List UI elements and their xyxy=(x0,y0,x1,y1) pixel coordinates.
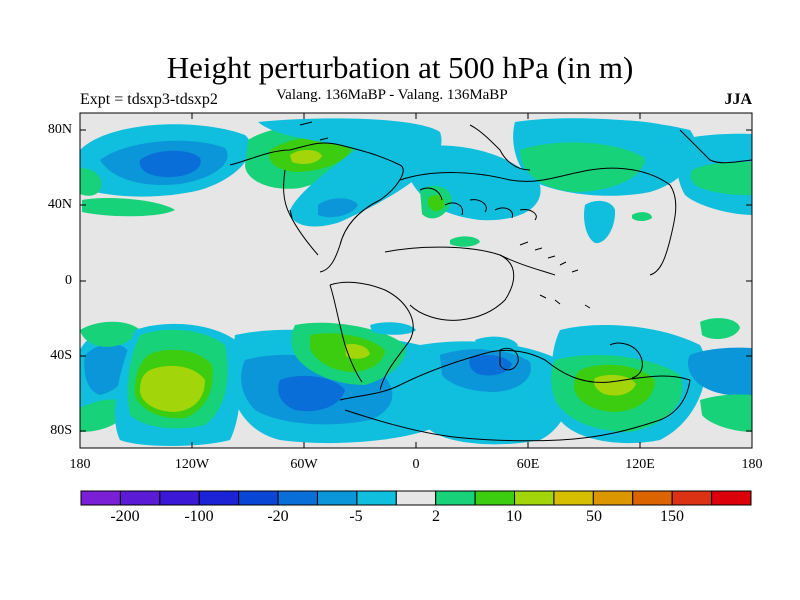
eurasia-outline xyxy=(399,167,677,276)
coastlines xyxy=(229,121,752,442)
arctic-outline xyxy=(469,124,752,171)
legend-color-box xyxy=(356,490,397,506)
australia-east xyxy=(609,342,643,379)
contour-green xyxy=(450,236,480,247)
contour-yellow-green xyxy=(345,344,370,359)
tethys-islands xyxy=(519,241,579,273)
legend-color-box xyxy=(119,490,161,506)
legend-color-box xyxy=(711,490,752,506)
legend-label: -100 xyxy=(184,508,214,525)
contour-green xyxy=(82,198,175,217)
contour-green xyxy=(690,161,752,196)
legend-label: -20 xyxy=(267,508,289,525)
lon-label-180e: 180 xyxy=(741,457,763,472)
lat-label-80s: 80S xyxy=(50,423,72,438)
contour-light-blue xyxy=(584,200,616,244)
north-america-outline xyxy=(229,142,404,273)
lon-label-60e: 60E xyxy=(516,457,540,472)
legend-label: 50 xyxy=(586,508,602,525)
lon-label-120e: 120E xyxy=(625,457,655,472)
lon-label-120w: 120W xyxy=(174,457,210,472)
africa-outline xyxy=(384,246,515,321)
legend-color-box xyxy=(632,490,673,506)
contour-mid-blue xyxy=(84,343,130,395)
legend-label: 150 xyxy=(660,508,684,525)
antarctica-lower-outline xyxy=(344,379,691,442)
contour-fields xyxy=(80,113,752,448)
contour-light-blue xyxy=(475,336,518,351)
legend-color-box xyxy=(592,490,634,506)
contour-bright-green xyxy=(428,195,445,212)
lat-label-40s: 40S xyxy=(50,348,72,363)
legend-color-box xyxy=(474,490,516,506)
legend-color-box xyxy=(80,490,121,506)
contour-deep-blue xyxy=(469,354,512,376)
lat-label-80n: 80N xyxy=(47,122,72,137)
contour-deep-blue xyxy=(278,375,345,412)
contour-green xyxy=(632,212,652,221)
antarctica-australia-outline xyxy=(339,349,691,401)
minor-islands xyxy=(289,121,591,309)
legend-color-box xyxy=(198,490,240,506)
contour-green xyxy=(700,318,740,340)
plot-title: Height perturbation at 500 hPa (in m) xyxy=(166,50,634,85)
contour-green xyxy=(520,142,645,192)
europe-islands xyxy=(419,187,537,221)
legend-label: -5 xyxy=(349,508,363,525)
north-america-west-coast xyxy=(283,169,319,256)
legend-label: -200 xyxy=(110,508,140,525)
contour-light-blue xyxy=(370,322,416,335)
legend-color-box xyxy=(316,490,358,506)
contour-light-blue xyxy=(560,119,665,133)
contour-green xyxy=(80,168,102,196)
lon-label-180w: 180 xyxy=(69,457,91,472)
contour-yellow-green xyxy=(140,365,205,412)
legend-color-box xyxy=(277,490,318,506)
contour-green xyxy=(80,321,140,347)
lat-label-equator: 0 xyxy=(65,273,72,288)
experiment-label: Expt = tdsxp3-tdsxp2 xyxy=(80,91,218,108)
legend-label: 10 xyxy=(506,508,522,525)
south-america-west-coast xyxy=(329,284,363,383)
contour-light-blue xyxy=(258,118,442,227)
legend-color-box xyxy=(553,490,594,506)
legend-label: 2 xyxy=(432,508,440,525)
south-america-outline xyxy=(329,281,414,391)
legend-color-box xyxy=(238,490,279,506)
legend-color-box xyxy=(435,490,476,506)
contour-mid-blue xyxy=(318,198,358,218)
axis-ticks xyxy=(79,113,753,448)
contour-deep-blue xyxy=(139,150,201,178)
legend-color-box xyxy=(395,490,437,506)
legend-color-box xyxy=(159,490,200,506)
contour-green xyxy=(700,394,752,432)
lat-label-40n: 40N xyxy=(47,197,72,212)
africa-east-coast xyxy=(499,254,556,276)
contour-yellow-green xyxy=(290,149,322,164)
period-label: Valang. 136MaBP - Valang. 136MaBP xyxy=(276,87,508,103)
legend-color-box xyxy=(514,490,555,506)
color-legend-bar xyxy=(80,490,752,506)
lon-label-60w: 60W xyxy=(290,457,318,472)
india-madagascar xyxy=(499,347,519,371)
lon-label-0: 0 xyxy=(412,457,420,472)
legend-color-box xyxy=(671,490,713,506)
season-label: JJA xyxy=(724,91,752,108)
contour-mid-blue xyxy=(687,347,752,396)
